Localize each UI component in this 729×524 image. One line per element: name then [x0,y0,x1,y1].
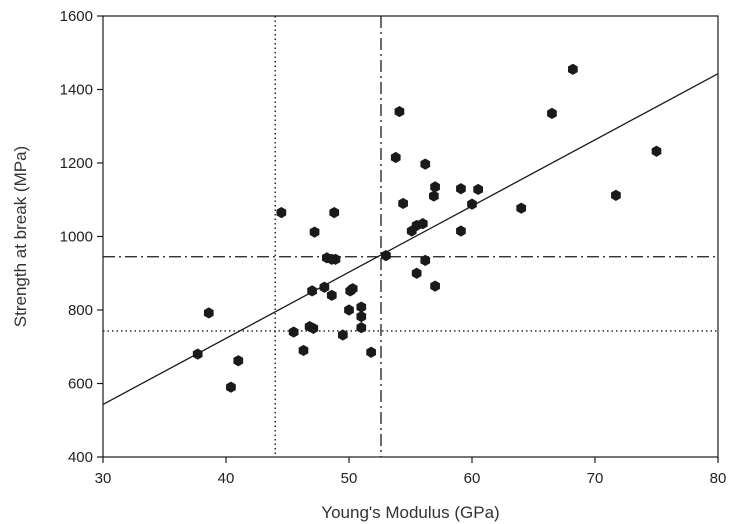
y-tick-label: 1600 [60,8,93,25]
reference-lines [103,16,718,457]
x-tick-label: 60 [464,470,481,487]
data-point [456,183,466,195]
data-points [192,63,662,393]
data-point [298,344,309,357]
data-point [611,189,621,201]
data-point [467,198,477,210]
data-point [430,280,440,292]
data-point [309,226,320,238]
data-point [394,105,405,118]
x-tick-label: 70 [587,470,604,487]
data-point [203,307,214,319]
regression-line-group [102,73,719,406]
x-axis-title: Young's Modulus (GPa) [321,503,499,522]
data-point [307,285,317,297]
x-tick-label: 30 [95,470,112,487]
x-tick-label: 80 [710,470,727,487]
data-point [411,267,422,279]
y-tick-label: 400 [68,449,93,466]
data-point [356,301,367,313]
data-point [366,346,376,358]
data-point [516,202,527,214]
data-point [330,253,341,265]
plot-frame [102,15,719,458]
data-point [568,63,578,75]
data-point [473,183,483,196]
y-axis-ticks: 400 600 800 1000 1200 1400 1600 [60,8,103,466]
data-point [356,311,367,323]
y-tick-label: 1000 [60,229,93,246]
data-point [338,329,348,341]
data-point [356,322,367,334]
data-point [429,190,439,202]
data-point [390,151,401,164]
x-axis-ticks: 30 40 50 60 70 80 [95,457,727,487]
y-tick-label: 800 [68,302,93,319]
data-point [398,197,408,210]
data-point [233,355,244,367]
data-point [420,254,431,266]
data-point [381,250,391,262]
x-tick-label: 40 [218,470,235,487]
data-point [326,289,337,301]
y-tick-label: 1400 [60,82,93,99]
data-point [308,322,319,334]
data-point [288,326,299,338]
data-point [430,181,440,193]
data-point [344,304,354,316]
data-point [347,283,358,295]
data-point [319,281,330,293]
data-point [547,107,557,119]
y-tick-label: 1200 [60,155,93,172]
data-point [192,348,203,360]
y-tick-label: 600 [68,376,93,393]
y-axis-title: Strength at break (MPa) [11,146,30,327]
data-point [226,381,236,393]
data-point [417,218,428,230]
data-point [651,145,662,157]
x-tick-label: 50 [341,470,358,487]
data-point [420,158,431,170]
data-point [276,207,287,219]
data-point [456,225,466,237]
regression-line [102,73,719,406]
data-point [329,207,340,219]
